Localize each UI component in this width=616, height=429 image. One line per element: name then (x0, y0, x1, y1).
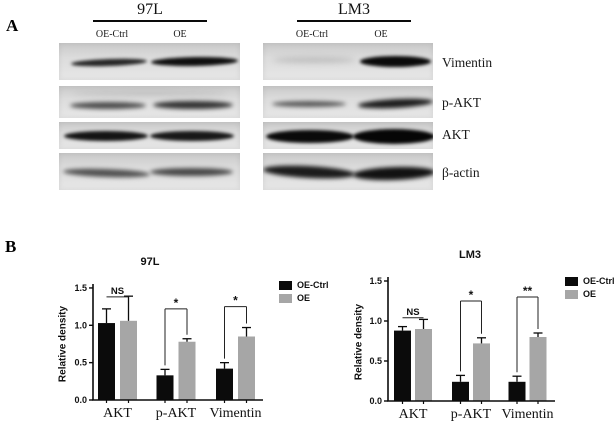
legend-lm3: OE-Ctrl OE (565, 276, 615, 299)
blot-strip (263, 122, 433, 149)
blot-strip (263, 43, 433, 80)
protein-label-bactin: β-actin (442, 165, 480, 180)
protein-label-vimentin: Vimentin (442, 55, 493, 70)
lane-label-97l-oe: OE (173, 29, 187, 40)
blot-band (69, 101, 146, 109)
svg-text:p-AKT: p-AKT (451, 407, 492, 422)
legend-label-oe: OE (583, 289, 597, 299)
blot-strip (59, 43, 240, 80)
blot-strip (263, 86, 433, 118)
blot-band (62, 167, 150, 179)
legend-label-oe: OE (297, 293, 311, 303)
svg-text:p-AKT: p-AKT (156, 406, 197, 421)
blot-band (359, 56, 432, 67)
chart-title-97l: 97L (140, 256, 160, 268)
blot-band (353, 128, 433, 144)
panel-b-label: B (5, 237, 17, 256)
legend-item-oectrl: OE-Ctrl (565, 276, 615, 286)
blot-strip (59, 153, 240, 190)
blot-band (153, 100, 233, 109)
legend-item-oectrl: OE-Ctrl (279, 280, 329, 290)
legend-item-oe: OE (279, 293, 329, 303)
y-axis-label-lm3: Relative density (353, 303, 365, 381)
blot-strip (263, 153, 433, 190)
svg-text:AKT: AKT (399, 407, 428, 422)
blot-band (358, 97, 433, 111)
blot-band (271, 100, 347, 107)
blot-strip (59, 86, 240, 118)
legend-97l: OE-Ctrl OE (279, 280, 329, 303)
svg-text:NS: NS (111, 286, 124, 297)
group-header-lm3: LM3 (297, 1, 411, 22)
svg-text:1.0: 1.0 (369, 316, 382, 326)
protein-label-pakt: p-AKT (442, 95, 481, 110)
panel-a-label: A (6, 16, 19, 35)
blot-strip (59, 122, 240, 149)
svg-text:1.5: 1.5 (369, 276, 382, 286)
svg-text:0.0: 0.0 (369, 396, 382, 406)
svg-text:NS: NS (406, 307, 419, 318)
blot-band (72, 90, 227, 96)
blot-band (265, 129, 354, 143)
svg-text:0.5: 0.5 (369, 356, 382, 366)
blot-band (64, 130, 148, 141)
svg-text:0.0: 0.0 (74, 395, 87, 405)
blot-band (263, 163, 356, 180)
legend-swatch-oe-icon (279, 293, 292, 303)
svg-text:AKT: AKT (103, 406, 132, 421)
svg-text:Vimentin: Vimentin (209, 406, 261, 421)
svg-text:1.5: 1.5 (74, 283, 87, 293)
chart-title-lm3: LM3 (459, 249, 481, 261)
legend-label-oectrl: OE-Ctrl (297, 280, 329, 290)
legend-label-oectrl: OE-Ctrl (583, 276, 615, 286)
legend-swatch-oectrl-icon (279, 280, 292, 290)
legend-item-oe: OE (565, 289, 615, 299)
blot-band (273, 56, 355, 63)
legend-swatch-oectrl-icon (565, 276, 578, 286)
blot-band (151, 56, 239, 67)
y-axis-label-97l: Relative density (57, 305, 69, 383)
lane-label-lm3-oe: OE (374, 29, 388, 40)
svg-text:*: * (174, 296, 179, 310)
svg-text:Vimentin: Vimentin (501, 407, 553, 422)
protein-label-akt: AKT (442, 127, 470, 142)
svg-text:1.0: 1.0 (74, 320, 87, 330)
blot-band (352, 165, 433, 182)
lane-label-97l-oectrl: OE-Ctrl (95, 29, 129, 40)
blot-band (150, 130, 234, 141)
svg-text:**: ** (523, 284, 533, 298)
svg-text:0.5: 0.5 (74, 358, 87, 368)
group-header-97l: 97L (93, 1, 207, 22)
lane-label-lm3-oectrl: OE-Ctrl (295, 29, 329, 40)
svg-text:*: * (233, 294, 238, 308)
blot-band (70, 57, 147, 68)
blot-band (149, 168, 233, 177)
legend-swatch-oe-icon (565, 289, 578, 299)
svg-text:*: * (469, 288, 474, 302)
